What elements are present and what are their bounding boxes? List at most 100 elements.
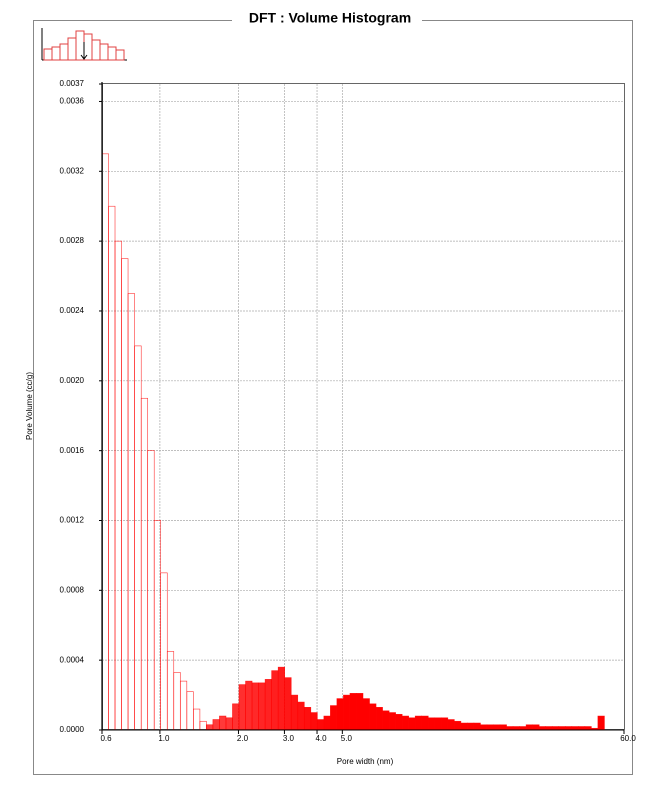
- x-tick-label: 2.0: [237, 734, 249, 743]
- y-tick-label: 0.0008: [60, 585, 85, 594]
- bar: [473, 722, 481, 731]
- bar: [134, 345, 142, 731]
- bar: [264, 679, 272, 731]
- bar: [538, 726, 546, 731]
- bar: [375, 707, 383, 731]
- bar: [532, 724, 540, 731]
- y-axis-label: Pore Volume (cc/g): [25, 372, 34, 440]
- bar: [166, 651, 175, 731]
- y-tick-label: 0.0028: [60, 236, 85, 245]
- bar: [310, 712, 318, 731]
- legend-icon: [41, 28, 127, 61]
- bar: [160, 572, 168, 731]
- plot-frame: [102, 83, 625, 730]
- bar: [571, 726, 579, 731]
- bar: [232, 703, 240, 731]
- bar: [480, 724, 488, 731]
- y-tick-label: 0.0016: [60, 446, 85, 455]
- bar: [454, 720, 462, 731]
- bar: [597, 715, 605, 731]
- bar: [173, 672, 181, 731]
- bar: [519, 726, 527, 731]
- bar: [271, 670, 279, 731]
- x-axis-label: Pore width (nm): [337, 757, 394, 766]
- y-tick-label: 0.0037: [60, 79, 85, 88]
- title-bg: [232, 10, 422, 28]
- bar: [440, 717, 449, 731]
- bar: [277, 666, 285, 731]
- y-tick-label: 0.0020: [60, 376, 85, 385]
- bar: [206, 724, 214, 731]
- bar: [336, 698, 344, 731]
- bar: [303, 707, 312, 731]
- y-tick-label: 0.0004: [60, 655, 85, 664]
- bar: [297, 701, 305, 731]
- bar: [493, 724, 501, 731]
- bar: [584, 726, 592, 731]
- bar: [545, 726, 553, 731]
- bar: [225, 717, 233, 731]
- bar: [219, 715, 227, 731]
- bar: [186, 691, 194, 731]
- x-tick-label: 60.0: [620, 734, 636, 743]
- bar: [330, 705, 338, 731]
- bar: [317, 719, 325, 731]
- bar: [395, 713, 403, 731]
- bar: [193, 708, 201, 731]
- bar: [258, 682, 266, 731]
- y-tick-label: 0.0000: [60, 725, 85, 734]
- x-tick-label: 3.0: [283, 734, 295, 743]
- bar: [434, 717, 442, 731]
- bar: [349, 693, 357, 731]
- bar: [153, 520, 161, 731]
- bar: [499, 724, 507, 731]
- bar: [284, 677, 292, 731]
- bar: [147, 450, 155, 731]
- bar: [369, 703, 377, 731]
- chart-title: DFT : Volume Histogram: [249, 10, 411, 26]
- bar: [140, 397, 149, 731]
- bar: [356, 693, 364, 731]
- bar: [199, 720, 207, 731]
- bar: [245, 680, 253, 731]
- bar: [323, 715, 331, 731]
- bar: [408, 717, 416, 731]
- bar: [414, 715, 422, 731]
- x-tick-label: 1.0: [158, 734, 170, 743]
- y-tick-label: 0.0012: [60, 516, 85, 525]
- y-tick-label: 0.0036: [60, 97, 85, 106]
- bar: [564, 726, 573, 731]
- bar: [382, 710, 390, 731]
- bar: [427, 717, 436, 731]
- bar: [525, 724, 533, 731]
- bar: [551, 726, 560, 731]
- bar: [558, 726, 566, 731]
- bar: [290, 694, 299, 731]
- bar: [467, 722, 475, 731]
- bar: [114, 240, 122, 731]
- bar: [101, 153, 109, 731]
- bar: [578, 726, 586, 731]
- bar: [362, 698, 370, 731]
- bar: [460, 722, 468, 731]
- x-tick-label: 4.0: [315, 734, 327, 743]
- bar: [506, 726, 514, 731]
- bar: [251, 682, 259, 731]
- y-tick-label: 0.0024: [60, 306, 85, 315]
- bar: [212, 719, 220, 731]
- bar: [127, 293, 135, 731]
- bar: [343, 694, 351, 731]
- x-tick-label: 0.6: [100, 734, 112, 743]
- bar: [238, 684, 246, 731]
- bar: [447, 719, 455, 731]
- bar: [388, 712, 396, 731]
- bar: [121, 258, 129, 731]
- bar: [179, 680, 188, 731]
- bar: [421, 715, 429, 731]
- y-tick-label: 0.0032: [60, 166, 85, 175]
- x-tick-label: 5.0: [341, 734, 353, 743]
- bar: [401, 715, 409, 731]
- bar: [486, 724, 494, 731]
